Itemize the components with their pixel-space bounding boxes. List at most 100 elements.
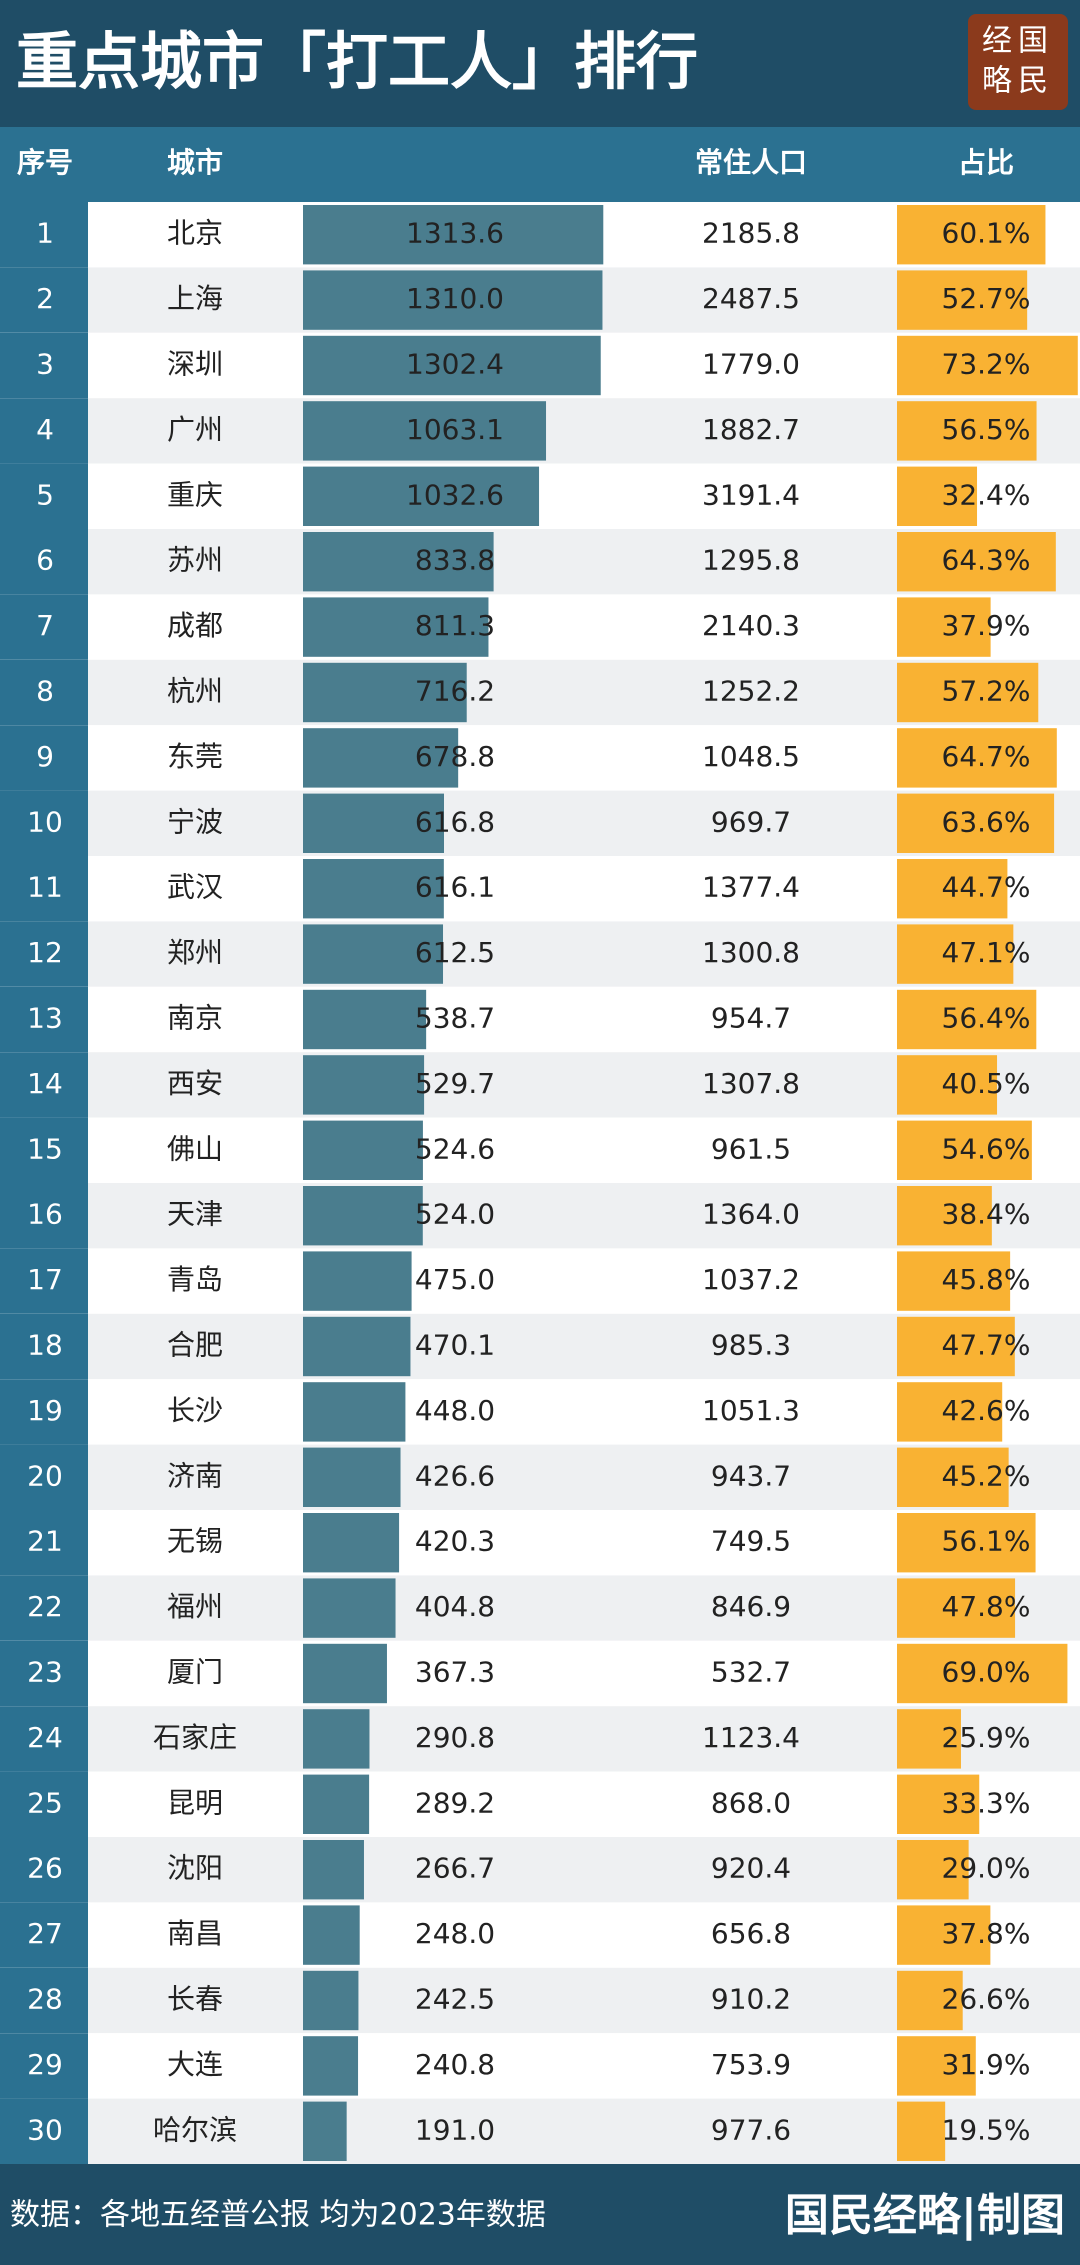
city: 沈阳 [167, 1852, 223, 1885]
share-label: 69.0% [942, 1656, 1031, 1689]
workers-bar [303, 1643, 387, 1704]
rank: 16 [27, 1198, 63, 1231]
population: 985.3 [711, 1329, 791, 1362]
population: 920.4 [711, 1852, 791, 1885]
rank: 10 [27, 805, 63, 838]
rank: 19 [27, 1394, 63, 1427]
share-bar [897, 466, 978, 526]
population: 1307.8 [702, 1067, 800, 1100]
city: 上海 [167, 282, 223, 315]
population: 868.0 [711, 1786, 791, 1819]
workers-label: 833.8 [415, 544, 495, 577]
workers-label: 811.3 [415, 609, 495, 642]
rank-cell [0, 1510, 88, 1576]
share-bar [897, 1774, 980, 1834]
share-bar [897, 989, 1037, 1050]
rank: 20 [27, 1459, 63, 1492]
rank: 27 [27, 1917, 63, 1950]
workers-bar [303, 728, 459, 788]
workers-label: 524.6 [415, 1132, 495, 1165]
city: 东莞 [167, 740, 223, 773]
city: 佛山 [167, 1132, 223, 1165]
workers-bar [303, 1513, 400, 1573]
rank-cell [0, 1706, 88, 1772]
share-label: 29.0% [942, 1852, 1031, 1885]
workers-bar [303, 1905, 360, 1965]
share-bar [897, 1447, 1009, 1507]
share-label: 31.9% [942, 2048, 1031, 2081]
share-label: 26.6% [942, 1983, 1031, 2016]
workers-label: 266.7 [415, 1852, 495, 1885]
city: 宁波 [167, 805, 223, 838]
city: 西安 [167, 1067, 223, 1100]
city: 杭州 [167, 675, 223, 708]
population: 753.9 [711, 2048, 791, 2081]
share-label: 37.8% [942, 1917, 1031, 1950]
rank-cell [0, 1902, 88, 1968]
population: 3191.4 [702, 478, 800, 511]
share-label: 25.9% [942, 1721, 1031, 1754]
city: 厦门 [167, 1656, 223, 1689]
rank: 25 [27, 1786, 63, 1819]
share-label: 54.6% [942, 1132, 1031, 1165]
share-label: 64.7% [942, 740, 1031, 773]
population: 1252.2 [702, 675, 800, 708]
workers-bar [303, 1840, 364, 1900]
workers-label: 1313.6 [406, 217, 504, 250]
source-note: 数据：各地五经普公报 均为2023年数据 [10, 2198, 546, 2233]
share-bar [897, 859, 1008, 919]
logo [968, 14, 1068, 110]
rank: 30 [27, 2113, 63, 2146]
city: 郑州 [167, 936, 223, 969]
population: 1123.4 [702, 1721, 800, 1754]
city: 天津 [167, 1198, 223, 1231]
population: 1364.0 [702, 1198, 800, 1231]
share-bar [897, 1055, 998, 1115]
column-header: 序号 [17, 146, 73, 179]
population: 2487.5 [702, 282, 800, 315]
share-bar [897, 1970, 963, 2031]
workers-bar [303, 1970, 359, 2031]
rank-cell [0, 202, 88, 268]
share-bar [897, 532, 1056, 592]
share-bar [897, 1840, 969, 1900]
rank-cell [0, 398, 88, 464]
workers-label: 538.7 [415, 1002, 495, 1035]
population: 961.5 [711, 1132, 791, 1165]
workers-label: 191.0 [415, 2113, 495, 2146]
rank-cell [0, 1771, 88, 1837]
population: 1377.4 [702, 871, 800, 904]
population: 1882.7 [702, 413, 800, 446]
workers-bar [303, 205, 604, 265]
rank: 1 [36, 217, 54, 250]
workers-label: 612.5 [415, 936, 495, 969]
share-bar [897, 1186, 992, 1246]
rank: 13 [27, 1002, 63, 1035]
share-label: 56.5% [942, 413, 1031, 446]
rank-cell [0, 790, 88, 856]
share-bar [897, 1120, 1032, 1180]
share-bar [897, 1513, 1036, 1573]
rank-cell [0, 1313, 88, 1380]
workers-label: 420.3 [415, 1525, 495, 1558]
share-label: 63.6% [942, 805, 1031, 838]
workers-bar [303, 466, 540, 526]
share-label: 38.4% [942, 1198, 1031, 1231]
rank-cell [0, 1575, 88, 1641]
rank-cell [0, 1640, 88, 1707]
share-bar [897, 728, 1057, 788]
logo-text: 略民 [982, 64, 1054, 99]
rank-cell [0, 1967, 88, 2034]
population: 1051.3 [702, 1394, 800, 1427]
rank: 21 [27, 1525, 63, 1558]
share-label: 37.9% [942, 609, 1031, 642]
city: 南昌 [167, 1917, 223, 1950]
city: 北京 [167, 217, 223, 250]
share-bar [897, 597, 991, 657]
rank-cell [0, 463, 88, 529]
workers-label: 404.8 [415, 1590, 495, 1623]
population: 749.5 [711, 1525, 791, 1558]
city: 成都 [167, 609, 223, 642]
city: 深圳 [167, 348, 223, 381]
workers-label: 616.8 [415, 805, 495, 838]
